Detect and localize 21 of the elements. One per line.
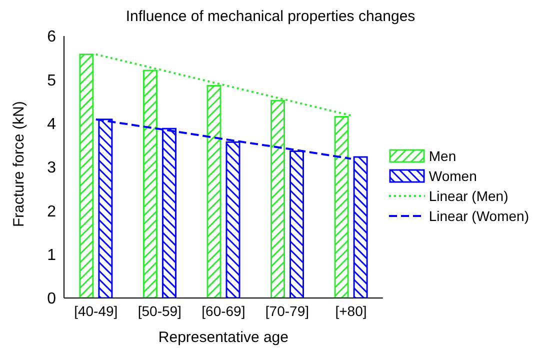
x-tick-label: [+80] [335,302,367,319]
y-tick-label: 1 [47,247,56,264]
y-tick-label: 5 [47,72,56,90]
bar [79,54,94,298]
y-tick-label: 6 [47,28,56,46]
x-axis-title: Representative age [158,329,288,346]
y-tick-label: 0 [47,290,56,308]
y-axis-title: Fracture force (kN) [10,101,28,227]
legend-label: Women [428,168,477,184]
legend-label: Linear (Men) [428,188,508,204]
y-tick-label: 4 [47,116,56,134]
y-tick-label: 3 [47,160,56,177]
bar [353,156,368,298]
x-tick-label: [70-79] [265,302,310,319]
chart-title: Influence of mechanical properties changes [124,8,416,27]
y-tick-label: 2 [47,203,56,220]
x-tick-label: [50-59] [138,302,182,319]
x-tick-label: [40-49] [74,302,118,319]
legend-label: Linear (Women) [428,208,529,224]
x-tick-label: [60-69] [202,302,246,319]
legend-label: Men [428,148,456,164]
